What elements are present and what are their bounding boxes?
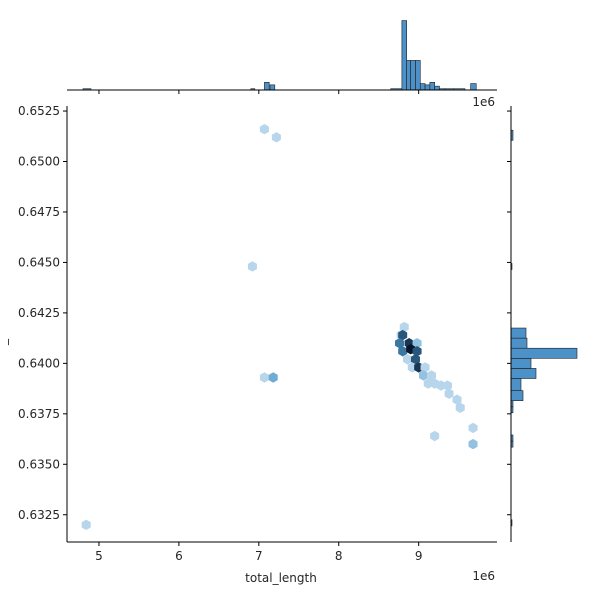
hex-cell <box>426 370 436 381</box>
top-histogram-bar <box>410 60 416 91</box>
hex-cell <box>402 354 412 365</box>
y-tick-label: 0.6525 <box>18 104 60 118</box>
y-tick-label: 0.6400 <box>18 356 60 370</box>
y-tick-label: 0.6500 <box>18 155 60 169</box>
top-histogram-bar <box>401 20 407 91</box>
hex-cell <box>455 402 465 413</box>
x-axis-label: total_length <box>245 571 317 585</box>
hex-cell <box>430 430 440 442</box>
y-tick-label: 0.6450 <box>18 255 60 269</box>
top-offset-text: 1e6 <box>472 95 495 109</box>
x-tick-label: 7 <box>255 549 263 563</box>
hex-cell <box>412 337 422 349</box>
top-axis-ticks <box>98 90 420 94</box>
y-tick-label: 0.6325 <box>18 508 60 522</box>
top-marginal-histogram: 1e6 <box>67 20 497 109</box>
y-axis-ticks: 0.6325 0.6350 0.6375 0.6400 0.6425 0.6450 0.64… <box>18 104 67 522</box>
hex-cell <box>259 372 269 383</box>
right-histogram-bar <box>510 347 578 359</box>
hex-cell <box>420 362 430 373</box>
top-histogram-bar <box>434 85 440 91</box>
right-histogram-bar <box>510 368 537 379</box>
hex-cell <box>468 422 478 434</box>
top-histogram-bar <box>470 83 477 91</box>
right-axis-ticks <box>507 110 511 516</box>
hex-cell <box>247 261 257 272</box>
x-offset-text: 1e6 <box>472 569 495 583</box>
hex-cell <box>259 124 269 135</box>
right-histogram-bar <box>510 378 522 391</box>
right-histogram-bar <box>510 390 524 402</box>
hex-cell <box>398 346 408 357</box>
hex-cell <box>418 370 428 381</box>
hex-cell <box>271 132 281 143</box>
top-histogram-bar <box>269 84 276 91</box>
hex-cell <box>399 321 409 333</box>
top-histogram-bar <box>406 60 411 91</box>
x-tick-label: 6 <box>175 549 183 563</box>
y-tick-label: 0.6425 <box>18 306 60 320</box>
x-axis-ticks: 5 6 7 8 9 <box>95 542 422 563</box>
right-histogram-bar <box>510 337 528 349</box>
right-histogram-bar <box>510 327 527 339</box>
hex-cell <box>468 438 478 450</box>
x-tick-label: 8 <box>335 549 343 563</box>
y-tick-label: 0.6475 <box>18 205 60 219</box>
hex-cell <box>81 519 91 531</box>
hex-cell <box>412 346 422 357</box>
hexbin-cells <box>81 124 478 531</box>
hex-cell <box>268 372 278 383</box>
top-histogram-bar <box>264 81 270 91</box>
y-tick-label: 0.6375 <box>18 407 60 421</box>
main-hexbin-panel: 5 6 7 8 9 0.6325 0.6350 0.6375 0.6400 0.6425 0.64… <box>0 104 497 585</box>
hex-cell <box>442 380 452 391</box>
hex-cell <box>444 388 454 399</box>
hex-cell <box>398 329 408 341</box>
right-marginal-histogram <box>507 106 578 542</box>
top-histogram-bar <box>415 60 421 91</box>
y-tick-label: 0.6350 <box>18 457 60 471</box>
hex-cell <box>452 394 462 405</box>
hex-cell <box>394 337 404 349</box>
y-axis-label: _ <box>0 338 9 346</box>
top-histogram-bar <box>429 81 435 91</box>
top-histogram-bar <box>424 84 431 91</box>
top-histogram-bar <box>419 83 426 91</box>
right-histogram-bar <box>510 358 532 369</box>
hex-cell <box>410 354 420 365</box>
x-tick-label: 9 <box>415 549 423 563</box>
x-tick-label: 5 <box>95 549 103 563</box>
